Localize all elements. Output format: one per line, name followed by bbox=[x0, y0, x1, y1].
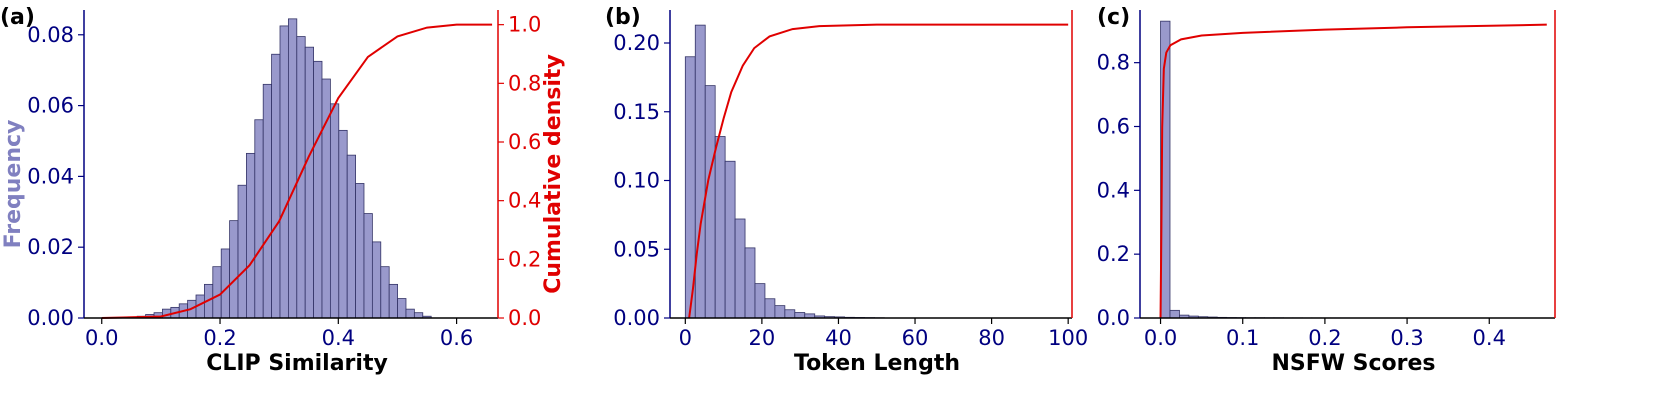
histogram-bar bbox=[380, 266, 390, 319]
histogram-bar bbox=[794, 312, 806, 319]
y2-tick-label: 0.0 bbox=[508, 306, 541, 330]
histogram-bar bbox=[694, 24, 706, 319]
y2-tick-label: 0.6 bbox=[508, 130, 541, 154]
y-tick-label: 0.15 bbox=[613, 100, 660, 124]
y-tick-label: 0.08 bbox=[27, 23, 74, 47]
y-tick-label: 0.2 bbox=[1097, 242, 1130, 266]
y-tick-label: 0.00 bbox=[27, 306, 74, 330]
histogram-bars bbox=[1160, 20, 1539, 319]
chart-panel-2: (c) 0.0 0.1 0.2 0.3 0.4 0.0 0.2 0.4 0.6 0.8 NSFW Sc… bbox=[1097, 5, 1556, 376]
x-tick-label: 0.1 bbox=[1226, 326, 1259, 350]
x-axis-label: Token Length bbox=[794, 351, 960, 376]
x-tick-label: 100 bbox=[1048, 326, 1088, 350]
y-tick-label: 0.6 bbox=[1097, 114, 1130, 138]
x-tick-label: 0.4 bbox=[322, 326, 355, 350]
histogram-bar bbox=[296, 36, 306, 319]
y-tick-label: 0.20 bbox=[613, 31, 660, 55]
panel-label: (c) bbox=[1097, 5, 1130, 30]
x-tick-label: 0.4 bbox=[1473, 326, 1506, 350]
y2-tick-label: 1.0 bbox=[508, 13, 541, 37]
histogram-bar bbox=[229, 220, 239, 319]
x-tick-label: 0.0 bbox=[85, 326, 118, 350]
histogram-bar bbox=[363, 213, 373, 319]
histogram-bar bbox=[744, 247, 756, 319]
x-tick-label: 0.2 bbox=[203, 326, 236, 350]
histogram-bar bbox=[271, 53, 281, 319]
x-tick-label: 0.3 bbox=[1390, 326, 1423, 350]
x-axis-label: CLIP Similarity bbox=[206, 351, 388, 376]
histogram-bar bbox=[287, 18, 298, 319]
y-tick-label: 0.05 bbox=[613, 237, 660, 261]
x-tick-label: 40 bbox=[825, 326, 852, 350]
histogram-bar bbox=[405, 308, 415, 319]
histogram-bar bbox=[313, 60, 323, 319]
x-tick-label: 0.0 bbox=[1144, 326, 1177, 350]
x-tick-label: 0.2 bbox=[1308, 326, 1341, 350]
panel-label: (a) bbox=[0, 5, 35, 30]
histogram-bar bbox=[764, 298, 776, 319]
histogram-bars bbox=[136, 18, 432, 319]
histogram-bar bbox=[754, 283, 766, 319]
histogram-bars bbox=[684, 24, 885, 319]
histogram-bar bbox=[774, 305, 786, 319]
y-axis-label: Frequency bbox=[1, 120, 26, 249]
y-tick-label: 0.0 bbox=[1097, 306, 1130, 330]
y-tick-label: 0.06 bbox=[27, 94, 74, 118]
y-tick-label: 0.02 bbox=[27, 235, 74, 259]
y2-axis-label: Cumulative density bbox=[541, 54, 566, 294]
y-tick-label: 0.8 bbox=[1097, 51, 1130, 75]
chart-panel-1: (b) 0 20 40 60 80 100 0.00 0.05 0.10 0.15 0.20 Token… bbox=[605, 5, 1088, 376]
histogram-bar bbox=[246, 152, 256, 319]
y2-tick-label: 0.4 bbox=[508, 189, 541, 213]
histogram-bar bbox=[304, 46, 314, 319]
cdf-line bbox=[101, 23, 493, 319]
x-tick-label: 80 bbox=[978, 326, 1005, 350]
histogram-bar bbox=[212, 266, 222, 319]
y-tick-label: 0.10 bbox=[613, 169, 660, 193]
y-tick-label: 0.4 bbox=[1097, 178, 1130, 202]
panel-label: (b) bbox=[605, 5, 641, 30]
histogram-bar bbox=[714, 136, 726, 319]
cdf-line bbox=[1159, 23, 1547, 319]
y2-tick-label: 0.2 bbox=[508, 247, 541, 271]
y2-tick-label: 0.8 bbox=[508, 71, 541, 95]
histogram-bar bbox=[279, 25, 289, 319]
histogram-bar bbox=[704, 85, 716, 319]
x-axis-label: NSFW Scores bbox=[1271, 351, 1435, 376]
cdf-line bbox=[688, 23, 1069, 319]
x-tick-label: 60 bbox=[902, 326, 929, 350]
y-tick-label: 0.00 bbox=[613, 306, 660, 330]
histogram-bar bbox=[338, 129, 348, 319]
x-tick-label: 0.6 bbox=[440, 326, 473, 350]
histogram-bar bbox=[254, 119, 264, 319]
y-tick-label: 0.04 bbox=[27, 164, 74, 188]
histogram-bar bbox=[1169, 309, 1180, 319]
x-tick-label: 20 bbox=[749, 326, 776, 350]
histogram-bar bbox=[724, 160, 736, 319]
histogram-bar bbox=[355, 183, 365, 319]
histogram-bar bbox=[220, 248, 231, 319]
histogram-bar bbox=[413, 312, 424, 319]
histogram-bar bbox=[329, 103, 340, 319]
histogram-bar bbox=[734, 218, 746, 319]
histogram-bar bbox=[237, 184, 247, 319]
chart-panel-0: (a) 0.0 0.2 0.4 0.6 0.00 0.02 0.04 0.06 0.08 0.0 0.… bbox=[0, 5, 566, 376]
histogram-bar bbox=[388, 283, 398, 319]
histogram-bar bbox=[397, 298, 407, 319]
histogram-bar bbox=[262, 83, 273, 319]
histogram-bar bbox=[784, 309, 796, 319]
histogram-bar bbox=[371, 241, 382, 319]
histogram-bar bbox=[346, 154, 356, 319]
x-tick-label: 0 bbox=[679, 326, 692, 350]
